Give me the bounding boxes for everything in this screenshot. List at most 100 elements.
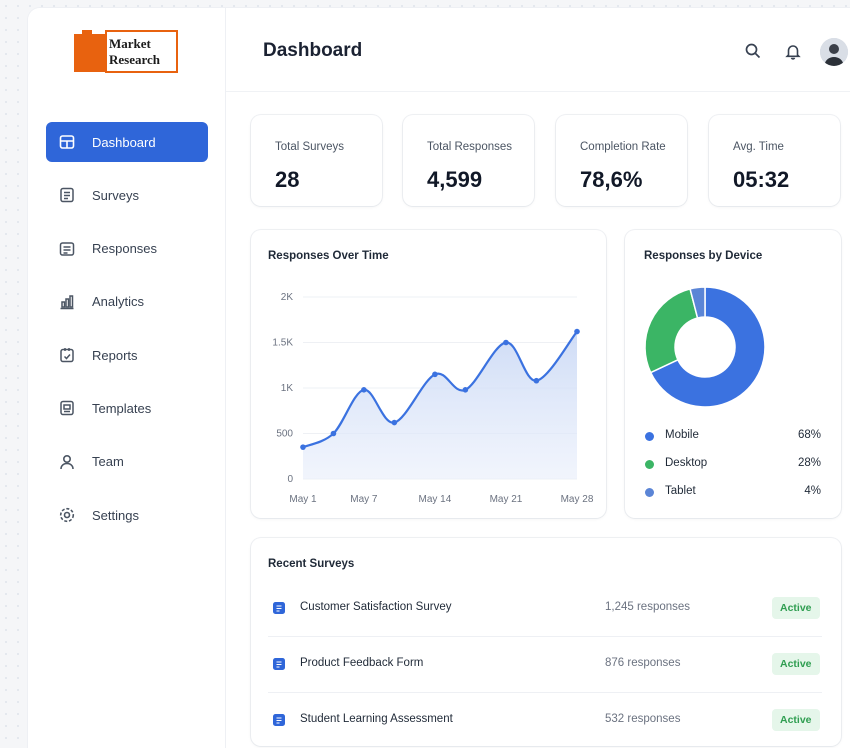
sidebar-item-label: Reports <box>92 347 138 363</box>
templates-icon <box>58 399 76 417</box>
status-badge: Active <box>772 653 820 675</box>
data-point[interactable] <box>574 328 580 335</box>
data-point[interactable] <box>391 419 398 426</box>
section-title: Recent Surveys <box>268 558 355 570</box>
avatar[interactable] <box>820 38 848 66</box>
responses-icon <box>58 240 76 258</box>
stat-label: Total Surveys <box>275 141 345 153</box>
data-point[interactable] <box>361 387 367 393</box>
survey-doc-icon <box>272 713 286 727</box>
data-point[interactable] <box>432 371 438 378</box>
legend-value: 68% <box>797 429 821 441</box>
chart-title: Responses Over Time <box>268 250 389 262</box>
sidebar-item-reports[interactable]: Reports <box>46 335 208 375</box>
stat-card-completion-rate[interactable]: Completion Rate 78,6% <box>556 115 687 206</box>
logo-text: Market Research <box>109 36 160 68</box>
gear-icon <box>58 506 76 524</box>
status-badge: Active <box>772 597 820 619</box>
sidebar-item-team[interactable]: Team <box>46 442 208 482</box>
stat-card-avg-time[interactable]: Avg. Time 05:32 <box>709 115 840 206</box>
donut-slice-mobile[interactable] <box>649 286 766 408</box>
x-tick-label: May 14 <box>419 494 452 505</box>
sidebar-item-label: Team <box>92 454 124 470</box>
stat-value: 78,6% <box>580 167 643 192</box>
app-window: Market Research Dashboard Surveys <box>28 8 850 748</box>
recent-surveys-card: Recent Surveys Customer Satisfaction Sur… <box>251 538 841 746</box>
stat-value: 4,599 <box>427 167 483 192</box>
y-tick-label: 0 <box>287 474 293 485</box>
bell-icon[interactable] <box>784 42 802 60</box>
data-point[interactable] <box>300 444 306 450</box>
donut-chart <box>644 286 766 408</box>
sidebar-item-label: Analytics <box>92 294 145 310</box>
sidebar-item-label: Surveys <box>92 187 139 203</box>
sidebar-item-surveys[interactable]: Surveys <box>46 175 208 215</box>
table-row[interactable]: Customer Satisfaction Survey 1,245 respo… <box>268 581 822 637</box>
logo-line-1: Market <box>109 36 151 51</box>
sidebar-item-settings[interactable]: Settings <box>46 495 208 535</box>
legend-item-desktop: Desktop 28% <box>645 457 821 473</box>
search-icon[interactable] <box>744 42 762 60</box>
stat-label: Total Responses <box>427 141 513 153</box>
legend-dot-desktop <box>645 460 654 469</box>
sidebar-item-label: Templates <box>92 400 152 416</box>
user-icon <box>58 453 76 471</box>
sidebar-item-label: Dashboard <box>92 134 156 150</box>
legend-item-tablet: Tablet 4% <box>645 485 821 501</box>
logo[interactable]: Market Research <box>74 30 178 75</box>
reports-icon <box>58 346 76 364</box>
sidebar-item-analytics[interactable]: Analytics <box>46 282 208 322</box>
stat-card-total-surveys[interactable]: Total Surveys 28 <box>251 115 382 206</box>
sidebar-item-templates[interactable]: Templates <box>46 388 208 428</box>
x-tick-label: May 1 <box>289 494 317 505</box>
stat-label: Completion Rate <box>580 141 666 153</box>
y-tick-label: 500 <box>276 429 293 440</box>
logo-line-2: Research <box>109 52 161 67</box>
status-badge: Active <box>772 709 820 731</box>
sidebar-nav: Dashboard Surveys Responses Analytics <box>46 122 208 548</box>
survey-name[interactable]: Customer Satisfaction Survey <box>300 601 452 613</box>
responses-by-device-card: Responses by Device Mobile 68% Desktop 2… <box>625 230 841 518</box>
data-point[interactable] <box>462 387 469 393</box>
sidebar: Market Research Dashboard Surveys <box>28 8 226 748</box>
logo-mark <box>74 30 178 73</box>
area-fill <box>303 331 577 479</box>
response-count: 1,245 responses <box>605 601 691 613</box>
legend-label: Mobile <box>665 429 699 441</box>
responses-over-time-card: Responses Over Time 0 500 1K 1.5K 2K May 1 May… <box>251 230 606 518</box>
stat-card-total-responses[interactable]: Total Responses 4,599 <box>403 115 534 206</box>
analytics-icon <box>58 293 76 311</box>
survey-name[interactable]: Student Learning Assessment <box>300 713 453 725</box>
y-tick-label: 2K <box>281 292 294 303</box>
data-point[interactable] <box>533 377 540 384</box>
stat-label: Avg. Time <box>733 141 784 153</box>
legend-item-mobile: Mobile 68% <box>645 429 821 445</box>
sidebar-item-responses[interactable]: Responses <box>46 229 208 269</box>
donut-slice-desktop[interactable] <box>644 287 699 374</box>
data-point[interactable] <box>503 339 509 346</box>
donut-slice-tablet[interactable] <box>689 286 706 319</box>
legend-value: 4% <box>804 485 821 497</box>
dashboard-icon <box>58 133 76 151</box>
page-title: Dashboard <box>263 40 363 61</box>
stat-value: 28 <box>275 167 300 192</box>
x-tick-label: May 7 <box>350 494 378 505</box>
survey-doc-icon <box>272 601 286 615</box>
table-row[interactable]: Student Learning Assessment 532 response… <box>268 693 822 748</box>
chart-title: Responses by Device <box>644 250 763 262</box>
survey-doc-icon <box>272 657 286 671</box>
sidebar-item-label: Responses <box>92 241 158 257</box>
top-header: Dashboard <box>226 8 850 92</box>
legend-value: 28% <box>797 457 821 469</box>
surveys-icon <box>58 186 76 204</box>
sidebar-item-dashboard[interactable]: Dashboard <box>46 122 208 162</box>
data-point[interactable] <box>330 430 337 437</box>
legend-label: Tablet <box>665 485 696 497</box>
survey-name[interactable]: Product Feedback Form <box>300 657 424 669</box>
stat-value: 05:32 <box>733 167 790 192</box>
response-count: 876 responses <box>605 657 681 669</box>
y-tick-label: 1.5K <box>272 338 293 349</box>
response-count: 532 responses <box>605 713 681 725</box>
table-row[interactable]: Product Feedback Form 876 responses Acti… <box>268 637 822 693</box>
x-tick-label: May 28 <box>561 494 594 505</box>
